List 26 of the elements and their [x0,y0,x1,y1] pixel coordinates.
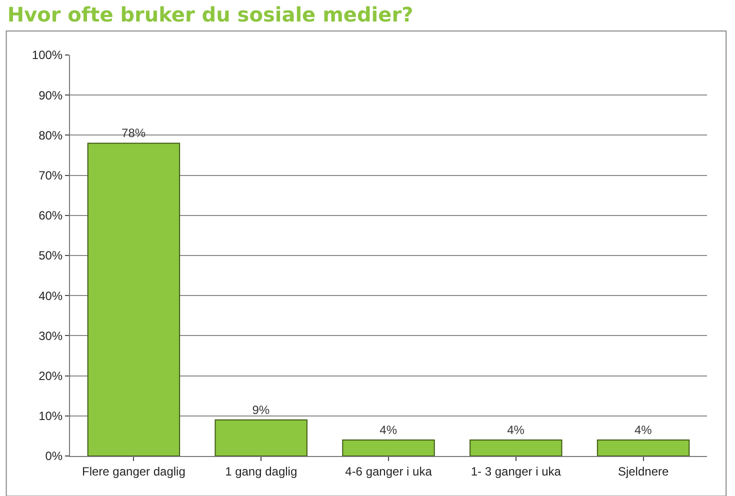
x-tick-label: 1- 3 ganger i uka [470,464,562,478]
data-label: 4% [634,422,652,437]
data-label: 4% [507,422,525,437]
y-tick-label: 30% [38,328,63,343]
y-tick-label: 90% [38,88,63,102]
bar [214,419,308,456]
bar [470,439,562,456]
y-tick-label: 0% [45,449,63,464]
y-tick-label: 60% [38,208,63,223]
bar [342,439,435,456]
x-tick-label: 4-6 ganger i uka [345,464,432,478]
y-tick-label: 20% [38,369,63,383]
y-tick-label: 10% [38,409,63,424]
x-tick-label: Flere ganger daglig [82,464,186,478]
x-tick-label: 1 gang daglig [225,464,298,478]
y-tick-label: 50% [38,248,63,263]
y-tick-label: 70% [38,168,63,182]
y-tick-label: 40% [38,288,63,303]
x-tick-label: Sjeldnere [618,464,669,478]
y-tick-label: 80% [38,128,63,142]
bar [87,142,180,456]
chart-title: Hvor ofte bruker du sosiale medier? [7,2,414,26]
bar [596,439,690,456]
data-label: 9% [252,402,270,417]
data-label: 4% [380,422,398,437]
y-tick-label: 100% [32,48,63,62]
